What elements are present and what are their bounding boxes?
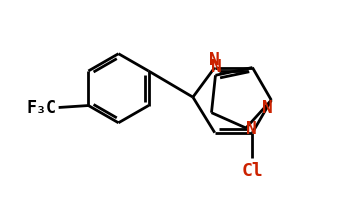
Text: N: N [209, 51, 220, 69]
Text: N: N [211, 58, 222, 76]
Text: N: N [247, 120, 257, 138]
Text: F₃C: F₃C [27, 100, 57, 117]
Text: Cl: Cl [242, 162, 263, 180]
Text: N: N [262, 99, 273, 117]
